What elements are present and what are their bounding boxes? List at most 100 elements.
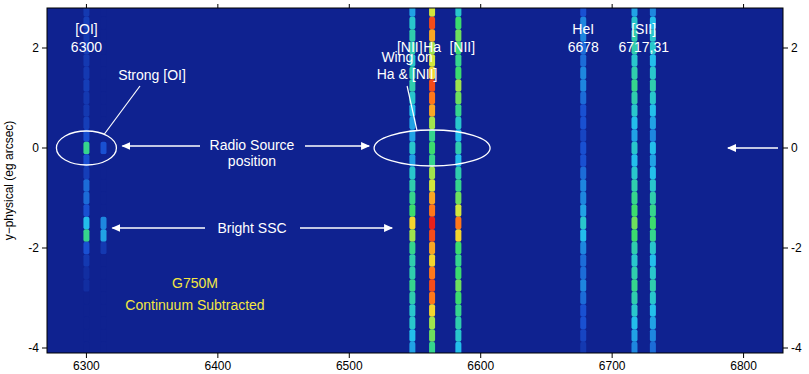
emission-cell: [631, 154, 637, 167]
annotation-arrow: [122, 145, 200, 146]
emission-cell: [631, 304, 637, 317]
emission-cell: [409, 342, 415, 353]
emission-cell: [631, 92, 637, 105]
y-tick-label: 2: [32, 41, 39, 55]
emission-cell: [101, 179, 107, 192]
emission-cell: [429, 254, 435, 267]
emission-cell: [101, 117, 107, 130]
emission-cell: [580, 54, 586, 67]
annotation-text: Wing on: [381, 49, 432, 65]
emission-cell: [83, 317, 89, 330]
emission-cell: [409, 242, 415, 255]
emission-cell: [101, 292, 107, 305]
x-tick-top: [86, 4, 87, 8]
x-tick: [86, 353, 87, 358]
emission-cell: [101, 92, 107, 105]
emission-cell: [455, 104, 461, 117]
emission-cell: [429, 242, 435, 255]
y-tick: [42, 48, 47, 49]
y-tick-label-right: -2: [791, 241, 802, 255]
emission-cell: [580, 267, 586, 280]
emission-cell: [455, 92, 461, 105]
emission-cell: [650, 229, 656, 242]
emission-cell: [455, 254, 461, 267]
emission-cell: [409, 17, 415, 30]
emission-lines: [83, 8, 655, 353]
emission-cell: [580, 204, 586, 217]
emission-cell: [580, 304, 586, 317]
line-label: [NII]: [449, 39, 475, 55]
emission-cell: [631, 217, 637, 230]
emission-cell: [429, 104, 435, 117]
emission-cell: [650, 8, 656, 17]
annotation-connector: [104, 86, 140, 134]
emission-cell: [101, 204, 107, 217]
emission-cell: [409, 292, 415, 305]
emission-cell: [83, 342, 89, 353]
emission-cell: [429, 154, 435, 167]
emission-cell: [429, 342, 435, 353]
emission-cell: [101, 267, 107, 280]
emission-cell: [650, 304, 656, 317]
emission-cell: [101, 242, 107, 255]
emission-cell: [101, 192, 107, 205]
emission-cell: [650, 54, 656, 67]
emission-cell: [83, 267, 89, 280]
x-tick: [612, 353, 613, 358]
emission-cell: [83, 117, 89, 130]
line-labels: [OI]6300[NII]Ha[NII]HeI6678[SII]6717,31: [71, 21, 669, 55]
x-tick: [743, 353, 744, 358]
emission-cell: [455, 204, 461, 217]
emission-cell: [101, 329, 107, 342]
emission-cell: [429, 192, 435, 205]
emission-cell: [429, 292, 435, 305]
emission-cell: [650, 292, 656, 305]
emission-cell: [631, 267, 637, 280]
plot-frame: [47, 8, 783, 353]
emission-cell: [429, 229, 435, 242]
emission-cell: [650, 117, 656, 130]
emission-cell: [631, 329, 637, 342]
emission-cell: [101, 167, 107, 180]
y-tick-label-right: 2: [791, 41, 798, 55]
emission-cell: [429, 8, 435, 17]
emission-cell: [631, 279, 637, 292]
emission-cell: [455, 242, 461, 255]
emission-cell: [631, 54, 637, 67]
emission-cell: [83, 304, 89, 317]
x-tick-top: [612, 4, 613, 8]
emission-cell: [409, 304, 415, 317]
emission-cell: [429, 204, 435, 217]
emission-cell: [429, 92, 435, 105]
emission-cell: [83, 67, 89, 80]
emission-cell: [580, 67, 586, 80]
emission-cell: [83, 54, 89, 67]
emission-cell: [580, 279, 586, 292]
emission-cell: [409, 254, 415, 267]
emission-cell: [409, 217, 415, 230]
emission-cell: [429, 142, 435, 155]
emission-cell: [631, 254, 637, 267]
emission-cell: [83, 204, 89, 217]
annotation-text: Strong [OI]: [118, 67, 186, 83]
annotation-text: G750M: [172, 275, 218, 291]
emission-cell: [455, 17, 461, 30]
emission-cell: [83, 104, 89, 117]
emission-cell: [650, 129, 656, 142]
emission-cell: [580, 8, 586, 17]
x-tick-top: [217, 4, 218, 8]
line-label: HeI: [572, 21, 594, 37]
plot-background: [47, 8, 783, 353]
emission-cell: [455, 304, 461, 317]
emission-cell: [631, 129, 637, 142]
emission-cell: [455, 167, 461, 180]
emission-cell: [101, 142, 107, 155]
annotation-text: Continuum Subtracted: [125, 297, 264, 313]
emission-cell: [650, 217, 656, 230]
emission-cell: [101, 104, 107, 117]
emission-cell: [101, 17, 107, 30]
emission-cell: [429, 17, 435, 30]
emission-cell: [83, 192, 89, 205]
emission-cell: [580, 79, 586, 92]
emission-cell: [650, 317, 656, 330]
